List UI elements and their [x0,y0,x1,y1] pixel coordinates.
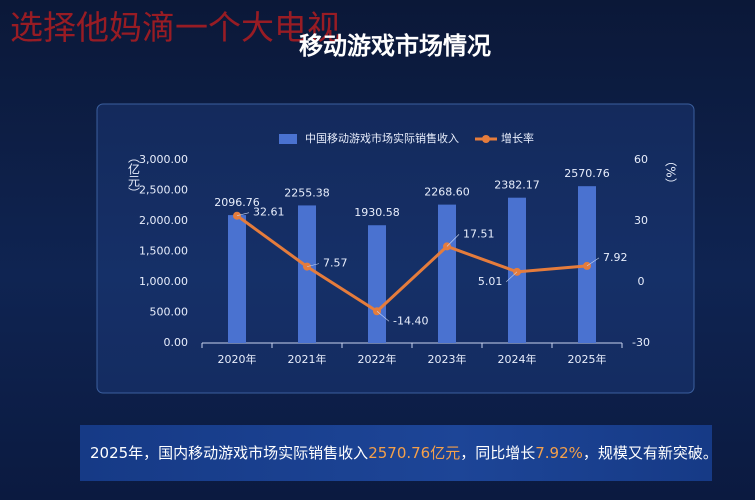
y-tick-label: 1,500.00 [139,245,188,258]
line-value-label: 5.01 [478,275,503,288]
watermark: 选择他妈滴一个大电视 [10,8,340,47]
y-tick-label: 2,000.00 [139,214,188,227]
x-tick-label: 2020年 [218,352,257,366]
footer-banner: 2025年，国内移动游戏市场实际销售收入2570.76亿元，同比增长7.92%，… [80,425,718,481]
bar-value-label: 2096.76 [214,196,260,209]
bar [228,215,246,343]
footer-highlight: 7.92% [535,444,583,462]
chart-title: 移动游戏市场情况 [299,32,491,60]
bar [298,205,316,343]
chart: 选择他妈滴一个大电视 移动游戏市场情况 （亿元） （%） 0.00 500.00 1… [10,8,695,394]
legend-label: 中国移动游戏市场实际销售收入 [305,131,459,145]
label-leader [586,257,600,267]
legend-swatch [482,135,490,143]
legend-swatch [279,134,297,144]
y-tick-label: 3,000.00 [139,153,188,166]
bar-value-label: 2255.38 [284,186,330,199]
label-leader [236,212,250,216]
x-tick-label: 2025年 [568,352,607,366]
y-tick-label: 500.00 [150,306,189,319]
y2-tick-label: 0 [638,275,645,288]
bar-value-label: 2268.60 [424,186,470,199]
label-leader [306,263,320,267]
y-tick-label: 0.00 [164,336,189,349]
x-tick-label: 2024年 [498,352,537,366]
y2-tick-label: 30 [634,214,648,227]
bar-value-label: 2382.17 [494,179,540,192]
label-leader [376,311,390,322]
footer-text: ，同比增长 [460,444,536,462]
y2-tick-label: 60 [634,153,648,166]
y-tick-label: 2,500.00 [139,184,188,197]
y-tick-label: 1,000.00 [139,275,188,288]
line [236,214,588,314]
y-axis-label: （亿元） [127,151,141,199]
line-value-label: 7.57 [323,257,348,270]
label-leader [446,234,460,247]
y2-axis-label: （%） [664,154,678,189]
footer-text: ，规模又有新突破。 [582,444,718,462]
x-tick-label: 2021年 [288,352,327,366]
line-value-label: -14.40 [393,314,428,327]
y2-tick-label: -30 [632,336,650,349]
line-value-label: 32.61 [253,206,285,219]
footer-highlight: 2570.76亿元 [368,444,461,462]
line-value-label: 7.92 [603,251,628,264]
bar-value-label: 1930.58 [354,206,400,219]
footer-text: 2025年，国内移动游戏市场实际销售收入 [90,444,369,462]
legend-label: 增长率 [501,131,534,145]
bar-value-label: 2570.76 [564,167,610,180]
bar [438,204,456,343]
line-value-label: 17.51 [463,227,495,240]
chart-panel [96,103,695,394]
x-tick-label: 2023年 [428,352,467,366]
bar [368,225,386,343]
x-tick-label: 2022年 [358,352,397,366]
label-leader [505,271,518,283]
